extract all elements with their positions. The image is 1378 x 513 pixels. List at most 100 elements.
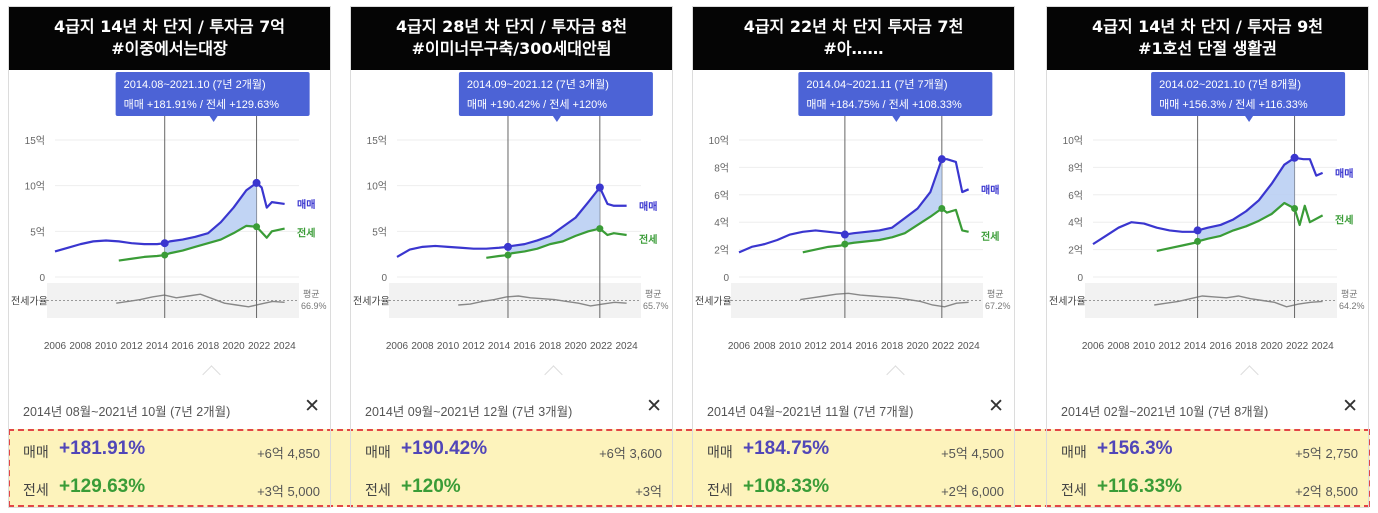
y-tick-label: 2억 <box>714 245 729 257</box>
x-tick-label: 2016 <box>513 341 536 352</box>
ratio-avg-label: 평균 <box>303 289 320 299</box>
y-tick-label: 0 <box>381 273 387 284</box>
ratio-label: 전세가율 <box>1049 296 1086 308</box>
period-range-text: 2014년 02월~2021년 10월 (7년 8개월) <box>1061 405 1269 419</box>
close-icon[interactable]: ✕ <box>646 396 662 417</box>
rent-label: 전세 <box>1061 482 1087 498</box>
x-tick-label: 2024 <box>957 341 980 352</box>
x-tick-label: 2018 <box>197 341 220 352</box>
y-tick-label: 4억 <box>714 217 729 229</box>
period-range-text: 2014년 04월~2021년 11월 (7년 7개월) <box>707 405 914 419</box>
close-icon[interactable]: ✕ <box>304 396 320 417</box>
rent-point <box>1291 205 1299 212</box>
rent-amount: +2억 8,500 <box>1295 484 1358 499</box>
tooltip-period: 2014.04~2021.11 (7년 7개월) <box>806 78 947 91</box>
rent-line <box>802 207 969 254</box>
x-tick-label: 2012 <box>804 341 827 352</box>
panel-header: 4급지 28년 차 단지 / 투자금 8천 #이미너무구축/300세대안됨 <box>351 7 672 70</box>
y-tick-label: 0 <box>39 273 45 284</box>
highlight-band <box>8 429 1370 507</box>
x-tick-label: 2014 <box>146 341 169 352</box>
sale-point <box>840 230 849 239</box>
rent-summary-row: 전세 +129.63% +3억 5,000 <box>9 471 330 507</box>
x-tick-label: 2018 <box>1235 341 1258 352</box>
rent-point <box>1194 237 1202 245</box>
rent-series-label: 전세 <box>1335 213 1353 226</box>
ratio-avg-value: 67.2% <box>985 301 1011 311</box>
y-tick-label: 5억 <box>30 226 45 238</box>
sale-point <box>1193 226 1202 235</box>
ratio-label: 전세가율 <box>695 296 732 308</box>
chart-panel-2: 4급지 28년 차 단지 / 투자금 8천 #이미너무구축/300세대안됨 15억 1… <box>350 6 673 508</box>
sale-label: 매매 <box>23 444 49 460</box>
sale-series-label: 매매 <box>297 198 315 211</box>
x-tick-label: 2014 <box>830 341 853 352</box>
panel-title-line1: 4급지 28년 차 단지 / 투자금 8천 <box>396 17 627 36</box>
y-tick-label: 5억 <box>372 226 387 238</box>
period-range-text: 2014년 09월~2021년 12월 (7년 3개월) <box>365 405 573 419</box>
gap-area <box>844 159 942 245</box>
period-tooltip <box>115 72 310 116</box>
tooltip-pointer <box>892 116 901 122</box>
sale-label: 매매 <box>1061 444 1087 460</box>
x-tick-label: 2006 <box>386 341 409 352</box>
ratio-avg-label: 평균 <box>987 289 1004 299</box>
ratio-avg-value: 65.7% <box>643 301 669 311</box>
y-tick-label: 0 <box>723 273 729 284</box>
gap-area <box>507 187 600 256</box>
panel-title-line1: 4급지 14년 차 단지 / 투자금 7억 <box>54 17 285 36</box>
rent-point <box>161 251 169 259</box>
tooltip-pointer <box>209 116 218 122</box>
x-tick-label: 2024 <box>273 341 296 352</box>
tooltip-change: 매매 +181.91% / 전세 +129.63% <box>124 98 280 111</box>
x-tick-label: 2020 <box>906 341 929 352</box>
rent-percent: +116.33% <box>1097 476 1183 497</box>
ratio-avg-value: 66.9% <box>301 301 327 311</box>
x-tick-label: 2010 <box>779 341 802 352</box>
close-icon[interactable]: ✕ <box>1342 396 1358 417</box>
tooltip-change: 매매 +156.3% / 전세 +116.33% <box>1159 98 1308 111</box>
rent-percent: +129.63% <box>59 476 146 497</box>
sale-summary-row: 매매 +184.75% +5억 4,500 <box>693 433 1014 471</box>
sale-point <box>937 155 946 164</box>
y-tick-label: 10억 <box>709 135 729 147</box>
rent-series-label: 전세 <box>981 230 999 243</box>
tooltip-period: 2014.09~2021.12 (7년 3개월) <box>467 78 609 91</box>
ratio-label: 전세가율 <box>353 296 390 308</box>
x-tick-label: 2014 <box>488 341 511 352</box>
close-icon[interactable]: ✕ <box>988 396 1004 417</box>
rent-label: 전세 <box>23 482 49 498</box>
rent-amount: +3억 <box>635 484 662 499</box>
ratio-avg-value: 64.2% <box>1339 301 1365 311</box>
chart-panel-1: 4급지 14년 차 단지 / 투자금 7억 #이중에서는대장 15억 10억 5억 0 전세… <box>8 6 331 508</box>
sale-label: 매매 <box>707 444 733 460</box>
x-tick-label: 2022 <box>590 341 613 352</box>
sale-summary-row: 매매 +190.42% +6억 3,600 <box>351 433 672 471</box>
tooltip-pointer <box>552 116 561 122</box>
y-tick-label: 2억 <box>1068 245 1083 257</box>
x-tick-label: 2006 <box>1082 341 1105 352</box>
y-tick-label: 10억 <box>367 181 387 193</box>
sale-point <box>503 242 512 251</box>
rent-amount: +3억 5,000 <box>257 484 320 499</box>
rent-label: 전세 <box>365 482 391 498</box>
rent-point <box>596 225 604 233</box>
x-tick-label: 2018 <box>539 341 562 352</box>
ratio-avg-label: 평균 <box>645 289 662 299</box>
x-tick-label: 2008 <box>1107 341 1130 352</box>
panel-title-line1: 4급지 14년 차 단지 / 투자금 9천 <box>1092 17 1323 36</box>
x-tick-label: 2008 <box>753 341 776 352</box>
rent-point <box>841 240 849 248</box>
tooltip-change: 매매 +184.75% / 전세 +108.33% <box>806 98 962 111</box>
x-tick-label: 2012 <box>120 341 143 352</box>
rent-label: 전세 <box>707 482 733 498</box>
sale-line <box>1092 156 1324 246</box>
sale-summary-row: 매매 +181.91% +6억 4,850 <box>9 433 330 471</box>
x-tick-label: 2020 <box>1260 341 1283 352</box>
panel-title-line2: #1호선 단절 생활권 <box>1138 39 1277 58</box>
sale-percent: +184.75% <box>743 438 830 459</box>
